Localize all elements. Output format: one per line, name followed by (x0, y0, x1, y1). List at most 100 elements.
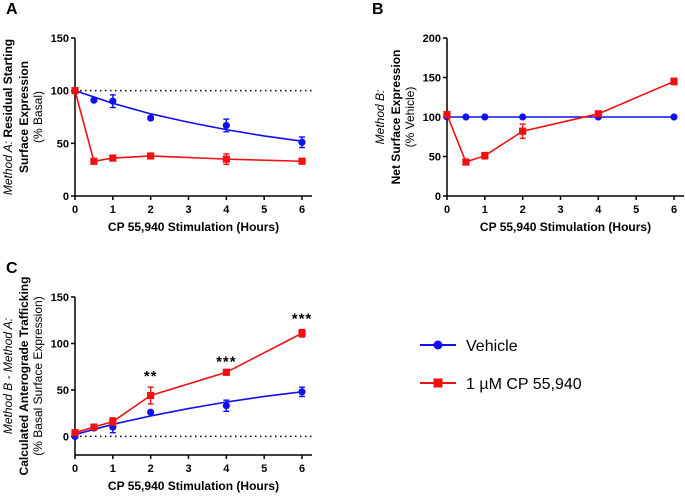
y-axis-label-line3: (% Vehicle) (403, 87, 417, 148)
cp-point (222, 155, 230, 163)
cp-point (71, 429, 79, 437)
y-tick-label: 50 (429, 152, 441, 164)
cp-point (222, 368, 230, 376)
cp-point (90, 157, 98, 165)
x-tick-label: 4 (595, 204, 602, 216)
y-axis-label-italic: Method A: (1, 141, 15, 195)
legend-circle-marker (433, 340, 443, 350)
vehicle-point (670, 113, 678, 121)
y-tick-label: 0 (63, 191, 69, 203)
y-tick-label: 100 (51, 86, 69, 98)
y-tick-label: 100 (51, 338, 69, 350)
x-tick-label: 2 (148, 204, 154, 216)
y-tick-label: 0 (63, 431, 69, 443)
y-axis-label-line2: Net Surface Expression (389, 50, 403, 185)
y-tick-label: 150 (423, 73, 441, 85)
y-tick-label: 50 (57, 385, 69, 397)
significance-annotation: *** (216, 353, 237, 370)
x-tick-label: 5 (261, 204, 267, 216)
y-axis-label-line1: Method B - Method A: (1, 318, 15, 434)
x-tick-label: 0 (444, 204, 450, 216)
x-tick-label: 4 (223, 204, 230, 216)
y-axis-label-line1: Method A: Residual Starting (1, 39, 15, 195)
vehicle-point (147, 114, 155, 122)
x-axis-label: CP 55,940 Stimulation (Hours) (108, 479, 279, 493)
x-tick-label: 5 (261, 463, 267, 475)
y-tick-label: 200 (423, 33, 441, 45)
x-tick-label: 3 (185, 204, 191, 216)
vehicle-point (90, 96, 98, 104)
x-tick-label: 0 (72, 204, 78, 216)
x-tick-label: 6 (299, 463, 305, 475)
vehicle-point (481, 113, 489, 121)
vehicle-line (74, 89, 303, 143)
cp-line (74, 332, 303, 434)
y-axis-label-line3: (% Basal) (31, 91, 45, 143)
cp-point (298, 157, 306, 165)
vehicle-point (147, 408, 155, 416)
x-tick-label: 6 (299, 204, 305, 216)
y-tick-label: 100 (423, 112, 441, 124)
x-tick-label: 2 (520, 204, 526, 216)
legend-square-marker (433, 378, 443, 388)
vehicle-line (74, 391, 303, 436)
y-axis-label-line3: (% Basal Surface Expression) (31, 296, 45, 455)
cp-point (109, 417, 117, 426)
cp-line (74, 90, 303, 163)
cp-point (90, 423, 98, 431)
vehicle-point (462, 113, 470, 121)
x-tick-label: 1 (110, 204, 116, 216)
x-tick-label: 2 (148, 463, 154, 475)
cp-point (147, 391, 155, 400)
significance-annotation: ** (144, 368, 158, 385)
cp-point (71, 87, 79, 95)
y-axis-label-line1: Method B: (373, 90, 387, 145)
y-axis-label-italic: Method B: (373, 90, 387, 145)
y-axis-label-bold: Residual Starting (1, 39, 15, 141)
x-tick-label: 4 (223, 463, 230, 475)
x-tick-label: 3 (557, 204, 563, 216)
x-tick-label: 3 (185, 463, 191, 475)
x-tick-label: 6 (671, 204, 677, 216)
cp-point (519, 127, 527, 135)
vehicle-point (298, 388, 306, 396)
cp-point (443, 111, 451, 119)
y-tick-label: 150 (51, 33, 69, 45)
vehicle-point (109, 97, 117, 105)
y-axis-label-line2: Surface Expression (17, 61, 31, 173)
cp-point (147, 152, 155, 160)
vehicle-point (519, 113, 527, 121)
vehicle-point (222, 402, 230, 410)
cp-point (298, 329, 306, 337)
panel-B: B 0 50 100 150 200 0 1 2 3 4 5 6 CP 55,940 Stimulatio… (372, 1, 684, 234)
cp-point (109, 154, 117, 162)
cp-point (594, 110, 602, 118)
x-tick-label: 5 (633, 204, 639, 216)
panel-A: A 0 50 100 150 0 1 2 3 4 5 6 CP 55,940 Stimulation (… (1, 1, 312, 234)
x-tick-label: 1 (482, 204, 488, 216)
cp-point (462, 158, 470, 166)
x-axis-label: CP 55,940 Stimulation (Hours) (108, 220, 279, 234)
x-axis-label: CP 55,940 Stimulation (Hours) (480, 220, 651, 234)
vehicle-point (222, 121, 230, 130)
cp-point (481, 152, 489, 160)
y-tick-label: 0 (435, 191, 441, 203)
cp-line (446, 80, 675, 164)
y-tick-label: 150 (51, 292, 69, 304)
y-tick-label: 50 (57, 138, 69, 150)
significance-annotation: *** (292, 311, 313, 328)
panel-label: A (6, 1, 18, 18)
x-tick-label: 1 (110, 463, 116, 475)
legend-label: Vehicle (466, 338, 518, 355)
legend: Vehicle 1 µM CP 55,940 (420, 338, 582, 393)
y-axis-label-italic: Method B - Method A: (1, 318, 15, 434)
y-axis-label-line2: Calculated Anterograde Trafficking (17, 277, 31, 476)
panel-label: C (6, 260, 18, 277)
panel-C: C 0 50 100 150 0 1 2 3 4 5 6 CP 55,940 Stimulation (… (1, 260, 312, 493)
cp-point (670, 77, 678, 86)
x-tick-label: 0 (72, 463, 78, 475)
vehicle-point (298, 138, 306, 146)
panel-label: B (372, 1, 384, 18)
